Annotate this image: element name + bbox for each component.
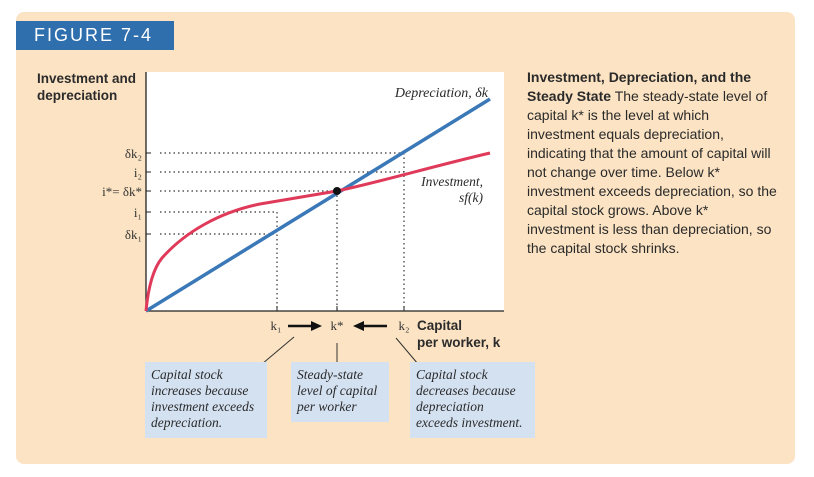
tick-marks: [146, 152, 405, 311]
y-tick-dk1: δk₁: [125, 227, 142, 242]
note-steady-state: Steady-state level of capital per worker: [291, 362, 389, 422]
investment-curve: [144, 151, 491, 312]
depreciation-curve-label: Depreciation, δk: [394, 86, 489, 101]
figure-caption: Investment, Depreciation, and the Steady…: [527, 68, 777, 258]
depreciation-line: [145, 97, 491, 313]
arrow-right-to-kstar: [288, 321, 322, 331]
caption-title: Investment, Depreciation, and the Steady…: [527, 69, 752, 104]
arrow-left-to-kstar: [353, 321, 387, 331]
note-capital-decreases: Capital stock decreases because deprecia…: [410, 362, 535, 438]
guide-lines: [160, 152, 405, 311]
y-tick-i2: i₂: [134, 165, 142, 180]
x-axis-title-line2: per worker, k: [417, 335, 501, 350]
note-capital-increases: Capital stock increases because investme…: [145, 362, 267, 438]
investment-curve-label-line1: Investment,: [420, 174, 483, 189]
x-axis-title-line1: Capital: [417, 318, 462, 333]
x-tick-k2: k₂: [398, 318, 409, 333]
investment-curve-label-line2: sf(k): [459, 190, 483, 205]
x-tick-k1: k₁: [270, 318, 281, 333]
figure-label: FIGURE 7-4: [16, 21, 174, 50]
steady-state-point: [333, 187, 341, 195]
y-axis-title: Investment and depreciation: [37, 71, 137, 103]
note-pointers: [261, 336, 419, 365]
y-tick-istar: i*= δk*: [102, 184, 142, 199]
y-tick-dk2: δk₂: [125, 146, 142, 161]
caption-body: The steady-state level of capital k* is …: [527, 88, 777, 256]
y-tick-i1: i₁: [134, 205, 142, 220]
x-tick-kstar: k*: [331, 318, 344, 333]
